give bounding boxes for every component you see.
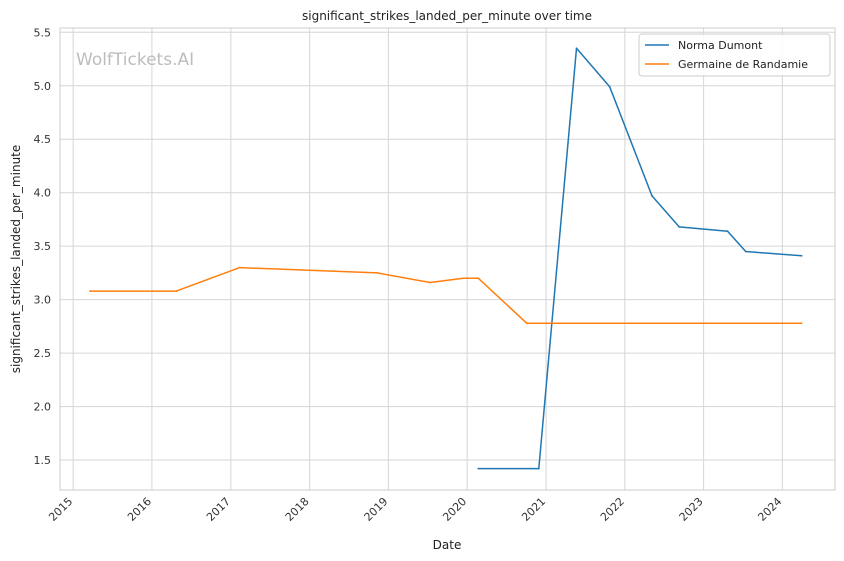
y-tick-label-1-5: 1.5: [34, 454, 52, 467]
x-tick-label-2015: 2015: [46, 495, 75, 524]
x-tick-label-2016: 2016: [125, 495, 154, 524]
y-tick-label-5-5: 5.5: [34, 26, 52, 39]
data-point-norma-dumont-8: [800, 254, 803, 257]
data-point-norma-dumont-1: [537, 467, 540, 470]
series-layer: [89, 47, 803, 470]
y-tick-label-4-5: 4.5: [34, 133, 52, 146]
chart-title: significant_strikes_landed_per_minute ov…: [302, 9, 592, 23]
x-tick-label-2024: 2024: [755, 495, 784, 524]
data-point-norma-dumont-5: [678, 226, 681, 228]
x-tick-label-2017: 2017: [204, 495, 233, 524]
legend-label-germaine-de-randamie: Germaine de Randamie: [678, 58, 808, 71]
data-point-germaine-de-randamie-7: [525, 322, 528, 325]
data-point-germaine-de-randamie-8: [800, 322, 803, 325]
data-point-norma-dumont-7: [744, 250, 747, 253]
data-point-norma-dumont-0: [477, 467, 480, 470]
data-point-germaine-de-randamie-2: [238, 266, 241, 269]
legend-label-norma-dumont: Norma Dumont: [678, 39, 763, 52]
y-tick-label-3-5: 3.5: [34, 240, 52, 253]
legend-box: [638, 33, 831, 77]
y-tick-label-2-0: 2.0: [34, 401, 52, 414]
x-axis-ticks: 2015 2016 2017 2018 2019 2020 2021 2022 2023 2024: [46, 495, 784, 524]
x-tick-label-2020: 2020: [440, 495, 469, 524]
plot-frame: [59, 27, 836, 491]
data-point-norma-dumont-6: [726, 230, 729, 233]
y-tick-label-2-5: 2.5: [34, 347, 52, 360]
x-axis-title: Date: [433, 538, 462, 552]
data-point-germaine-de-randamie-0: [89, 290, 92, 292]
y-tick-label-4-0: 4.0: [34, 187, 52, 200]
x-tick-label-2021: 2021: [519, 495, 548, 524]
x-tick-label-2023: 2023: [677, 495, 706, 524]
legend: Norma Dumont Germaine de Randamie: [638, 33, 831, 77]
data-point-norma-dumont-3: [608, 85, 611, 88]
data-point-germaine-de-randamie-3: [376, 272, 379, 274]
data-point-norma-dumont-2: [575, 47, 578, 50]
y-tick-label-5-0: 5.0: [34, 80, 52, 93]
y-axis-ticks: 1.5 2.0 2.5 3.0 3.5 4.0 4.5 5.0 5.5: [34, 26, 52, 467]
grid: [60, 28, 835, 490]
data-point-germaine-de-randamie-5: [462, 277, 465, 280]
data-point-germaine-de-randamie-6: [477, 277, 480, 280]
y-tick-label-3-0: 3.0: [34, 294, 52, 307]
x-tick-label-2018: 2018: [283, 495, 312, 524]
data-point-norma-dumont-4: [651, 195, 653, 197]
x-tick-label-2019: 2019: [362, 495, 391, 524]
y-axis-title: significant_strikes_landed_per_minute: [9, 145, 23, 374]
x-tick-label-2022: 2022: [598, 495, 627, 524]
watermark-text: WolfTickets.AI: [76, 50, 194, 70]
plot-area: [60, 28, 835, 490]
data-point-germaine-de-randamie-1: [175, 290, 178, 292]
data-point-germaine-de-randamie-4: [429, 281, 431, 284]
